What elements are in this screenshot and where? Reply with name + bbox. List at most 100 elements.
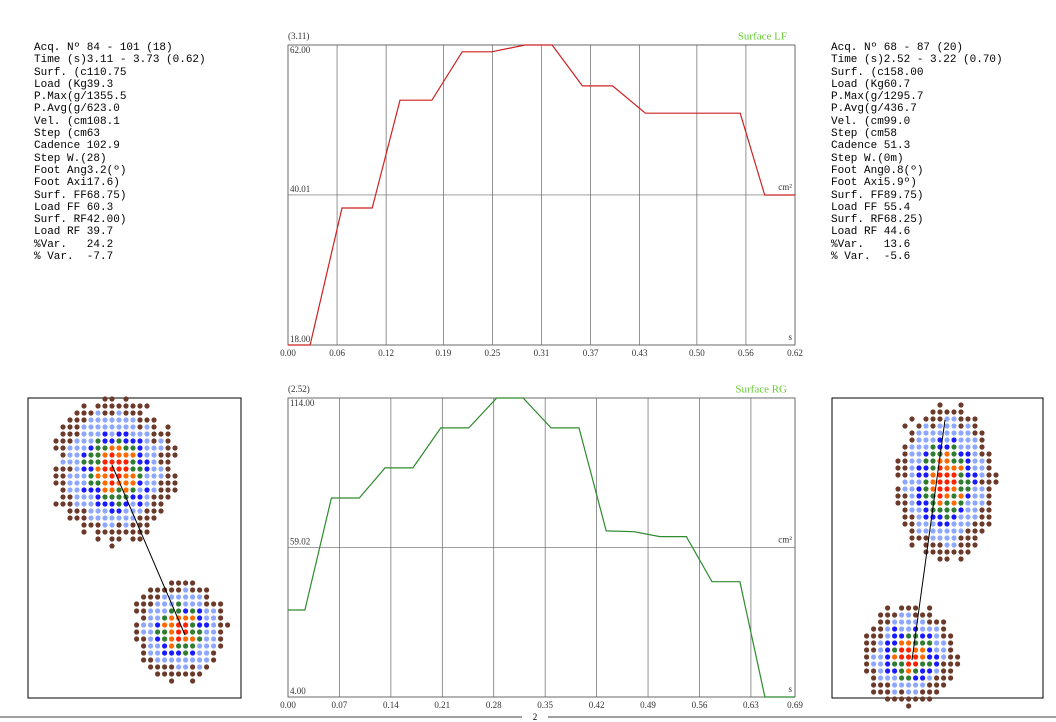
pressure-dot <box>109 529 114 534</box>
y-tick-label: 4.00 <box>290 686 306 696</box>
pressure-dot <box>67 424 72 429</box>
pressure-dot <box>116 410 121 415</box>
pressure-dot <box>909 458 914 463</box>
pressure-dot <box>116 536 121 541</box>
pressure-dot <box>165 494 170 499</box>
pressure-dot <box>165 452 170 457</box>
pressure-dot <box>892 612 897 617</box>
pressure-dot <box>151 459 156 464</box>
pressure-dot <box>944 500 949 505</box>
pressure-dot <box>885 661 890 666</box>
pressure-dot <box>944 507 949 512</box>
pressure-dot <box>67 445 72 450</box>
pressure-dot <box>934 647 939 652</box>
corner-label: (3.11) <box>288 31 309 41</box>
pressure-dot <box>144 529 149 534</box>
pressure-dot <box>95 487 100 492</box>
pressure-dot <box>916 437 921 442</box>
pressure-dot <box>123 438 128 443</box>
pressure-dot <box>144 515 149 520</box>
pressure-dot <box>190 657 195 662</box>
pressure-dot <box>130 438 135 443</box>
x-tick-label: 0.00 <box>280 348 296 358</box>
pressure-dot <box>102 466 107 471</box>
pressure-dot <box>913 682 918 687</box>
pressure-dot <box>165 438 170 443</box>
x-tick-label: 0.19 <box>435 348 451 358</box>
pressure-dot <box>95 403 100 408</box>
pressure-dot <box>130 466 135 471</box>
pressure-dot <box>944 444 949 449</box>
pressure-dot <box>885 612 890 617</box>
pressure-dot <box>144 459 149 464</box>
pressure-dot <box>137 403 142 408</box>
pressure-dot <box>88 459 93 464</box>
pressure-dot <box>899 675 904 680</box>
pressure-dot <box>916 472 921 477</box>
pressure-dot <box>944 549 949 554</box>
pressure-dot <box>158 431 163 436</box>
pressure-dot <box>948 654 953 659</box>
pressure-dot <box>944 521 949 526</box>
pressure-dot <box>937 556 942 561</box>
pressure-dot <box>151 515 156 520</box>
pressure-dot <box>927 675 932 680</box>
pressure-dot <box>67 480 72 485</box>
pressure-dot <box>923 549 928 554</box>
pressure-dot <box>176 608 181 613</box>
pressure-dot <box>169 615 174 620</box>
pressure-dot <box>109 480 114 485</box>
pressure-dot <box>934 626 939 631</box>
pressure-dot <box>916 423 921 428</box>
pressure-dot <box>958 409 963 414</box>
x-tick-label: 0.28 <box>486 700 502 710</box>
pressure-dot <box>137 473 142 478</box>
pressure-dot <box>116 466 121 471</box>
pressure-dot <box>162 629 167 634</box>
pressure-dot <box>951 542 956 547</box>
pressure-dot <box>930 479 935 484</box>
pressure-dot <box>109 431 114 436</box>
pressure-dot <box>88 515 93 520</box>
pressure-dot <box>958 486 963 491</box>
pressure-dot <box>913 661 918 666</box>
pressure-dot <box>148 629 153 634</box>
pressure-dot <box>979 430 984 435</box>
pressure-dot <box>102 445 107 450</box>
pressure-dot <box>162 594 167 599</box>
pressure-dot <box>95 529 100 534</box>
pressure-dot <box>183 671 188 676</box>
pressure-dot <box>151 494 156 499</box>
pressure-dot <box>885 696 890 701</box>
pressure-dot <box>930 409 935 414</box>
pressure-dot <box>906 696 911 701</box>
pressure-dot <box>158 501 163 506</box>
pressure-dot <box>899 682 904 687</box>
pressure-dot <box>986 514 991 519</box>
pressure-dot <box>923 451 928 456</box>
pressure-dot <box>979 500 984 505</box>
pressure-dot <box>948 668 953 673</box>
pressure-dot <box>123 424 128 429</box>
pressure-dot <box>74 466 79 471</box>
pressure-dot <box>941 675 946 680</box>
pressure-dot <box>871 654 876 659</box>
pressure-dot <box>944 430 949 435</box>
pressure-dot <box>67 438 72 443</box>
pressure-dot <box>920 689 925 694</box>
pressure-dot <box>979 486 984 491</box>
pressure-dot <box>951 479 956 484</box>
pressure-dot <box>899 619 904 624</box>
pressure-dot <box>169 622 174 627</box>
pressure-dot <box>916 535 921 540</box>
pressure-dot <box>878 689 883 694</box>
pressure-dot <box>74 494 79 499</box>
pressure-dot <box>204 594 209 599</box>
pressure-dot <box>965 549 970 554</box>
pressure-dot <box>934 675 939 680</box>
pressure-dot <box>102 410 107 415</box>
pressure-dot <box>211 601 216 606</box>
x-unit: s <box>788 332 792 342</box>
pressure-dot <box>930 416 935 421</box>
pressure-dot <box>60 424 65 429</box>
